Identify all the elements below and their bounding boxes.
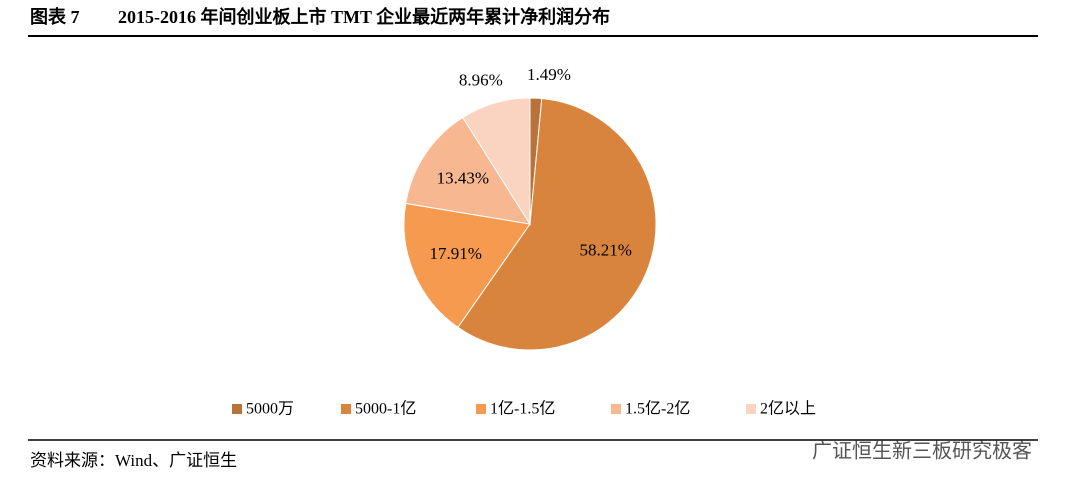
- data-label: 8.96%: [459, 71, 503, 90]
- data-label: 13.43%: [437, 168, 489, 187]
- legend-swatch: [476, 404, 486, 414]
- pie-chart: 1.49% 58.21% 17.91% 13.43% 8.96% 5000万 5000-1亿…: [232, 65, 816, 418]
- figure-label: 图表 7: [30, 6, 80, 27]
- legend-label: 1.5亿-2亿: [625, 400, 690, 418]
- data-label: 1.49%: [527, 65, 571, 84]
- pie-slice: [457, 98, 657, 351]
- legend-swatch: [611, 404, 621, 414]
- legend-label: 5000万: [246, 401, 294, 418]
- figure-title: 2015-2016 年间创业板上市 TMT 企业最近两年累计净利润分布: [118, 6, 610, 27]
- legend-label: 2亿以上: [760, 400, 816, 418]
- watermark: 广证恒生新三板研究极客: [812, 439, 1032, 463]
- data-label: 17.91%: [429, 244, 481, 263]
- pie-slice: [403, 202, 531, 329]
- legend-label: 5000-1亿: [355, 400, 416, 418]
- pie-slice: [462, 97, 531, 226]
- legend-swatch: [746, 404, 756, 414]
- source-note: 资料来源：Wind、广证恒生: [30, 451, 237, 470]
- legend-swatch: [341, 404, 351, 414]
- pie-slice: [405, 116, 532, 225]
- data-label: 58.21%: [579, 241, 631, 260]
- legend-swatch: [232, 404, 242, 414]
- legend-label: 1亿-1.5亿: [490, 400, 555, 418]
